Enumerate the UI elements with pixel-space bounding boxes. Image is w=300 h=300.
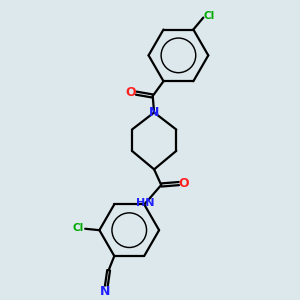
Text: O: O <box>126 86 136 99</box>
Text: HN: HN <box>136 198 154 208</box>
Text: N: N <box>100 285 110 298</box>
Text: Cl: Cl <box>204 11 215 21</box>
Text: Cl: Cl <box>72 223 84 233</box>
Text: O: O <box>179 176 189 190</box>
Text: N: N <box>149 106 159 119</box>
